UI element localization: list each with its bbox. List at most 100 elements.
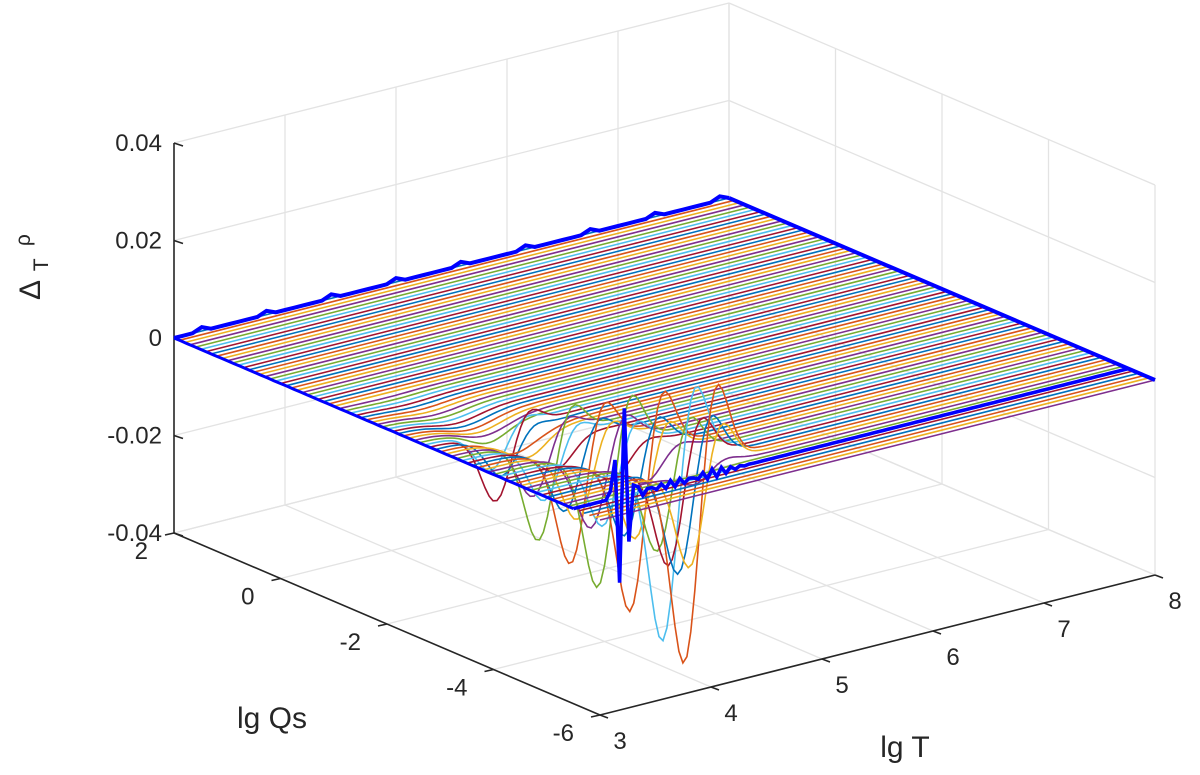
y-tick-mark: [377, 623, 388, 627]
y-tick-label: -2: [340, 629, 361, 656]
series-line: [413, 299, 969, 442]
series-line: [514, 342, 1070, 614]
x-tick-mark: [821, 658, 831, 663]
highlight-edge-front: [572, 366, 1129, 583]
y-tick-mark: [271, 577, 281, 582]
series-line: [376, 283, 932, 426]
x-tick-label: 3: [613, 728, 626, 755]
series-line: [253, 231, 810, 373]
series-line: [386, 288, 943, 430]
y-tick-mark: [590, 714, 601, 718]
series-line: [211, 213, 767, 355]
series-line: [557, 361, 1113, 569]
series-line: [498, 336, 1054, 528]
series-line: [205, 210, 762, 353]
z-tick-label: -0.02: [107, 423, 162, 450]
grid-line-floor-y: [386, 483, 943, 625]
grid-line-right-z: [728, 99, 1156, 284]
grid-line-floor-y: [493, 528, 1049, 671]
x-tick-mark: [1043, 602, 1053, 607]
series-line: [317, 258, 873, 401]
series-line: [221, 217, 778, 360]
series-line: [195, 206, 751, 348]
highlight-curves: [173, 194, 1156, 583]
y-tick-mark: [484, 668, 494, 673]
series-line: [296, 249, 852, 392]
series-line: [472, 324, 1028, 513]
series-line: [450, 315, 1007, 498]
grid-line-right-z: [728, 392, 1156, 576]
svg-text:Δ T ρ: Δ T ρ: [12, 234, 55, 300]
x-axis-label: lg T: [880, 731, 929, 764]
series-line: [333, 265, 889, 408]
z-axis-label-sub2: ρ: [12, 234, 35, 246]
series-line: [285, 245, 841, 387]
series-line: [301, 251, 857, 394]
series-line: [402, 295, 959, 437]
series-line: [434, 308, 991, 477]
series-line: [578, 370, 1134, 512]
z-tick-label: 0: [149, 325, 162, 352]
series-line: [338, 267, 895, 410]
y-tick-mark: [164, 532, 175, 536]
y-axis-label: lg Qs: [237, 702, 307, 735]
series-line: [589, 374, 1145, 517]
series-line: [381, 285, 937, 428]
series-line: [392, 290, 948, 433]
series-line: [179, 199, 735, 342]
z-tick-mark: [173, 434, 184, 440]
series-line: [397, 292, 953, 435]
series-line: [456, 317, 1012, 541]
series-line: [562, 363, 1118, 505]
x-tick-label: 6: [946, 644, 959, 671]
highlight-edge-t-max: [728, 196, 1156, 382]
series-line: [275, 240, 831, 382]
series-line: [365, 279, 921, 421]
highlight-edge-t-min: [173, 336, 574, 510]
series-line: [232, 222, 788, 364]
series-line: [440, 311, 996, 456]
series-line: [354, 274, 911, 417]
y-tick-label: 2: [135, 538, 148, 565]
z-tick-label: 0.04: [115, 130, 162, 157]
grid-line-right-z: [728, 2, 1156, 186]
series-line: [429, 306, 985, 502]
series-line: [184, 201, 740, 344]
series-line: [280, 242, 836, 385]
series-line: [424, 304, 980, 472]
z-axis-label-sub1: T: [30, 258, 53, 271]
series-line: [248, 229, 804, 371]
series-line: [264, 235, 820, 378]
series-line: [200, 208, 756, 351]
x-tick-label: 7: [1057, 616, 1070, 643]
x-tick-label: 5: [835, 672, 848, 699]
grid-line-back-z: [173, 99, 730, 242]
series-line: [344, 270, 900, 412]
series-line: [269, 238, 825, 380]
series-line: [370, 281, 927, 424]
series-line: [322, 260, 879, 403]
series-line: [189, 204, 746, 346]
z-axis-label-main: Δ: [14, 280, 47, 300]
x-tick-label: 4: [724, 700, 737, 727]
axes: [164, 142, 1164, 719]
z-tick-mark: [173, 142, 184, 147]
series-line: [306, 254, 863, 396]
series-line: [216, 215, 772, 357]
series-line: [594, 376, 1150, 519]
series-line: [418, 301, 975, 445]
series-line: [360, 276, 916, 419]
series-line: [243, 226, 799, 369]
highlight-edge-qs-max: [173, 194, 730, 340]
series-line: [488, 331, 1044, 529]
series-line: [583, 372, 1140, 514]
z-tick-label: 0.02: [115, 228, 162, 255]
y-tick-label: -4: [446, 675, 467, 702]
series-line: [328, 263, 884, 405]
series-line: [408, 297, 964, 440]
series-line: [477, 326, 1033, 565]
x-axis-line: [599, 574, 1156, 716]
series-line: [445, 313, 1001, 459]
series-line: [541, 354, 1097, 567]
